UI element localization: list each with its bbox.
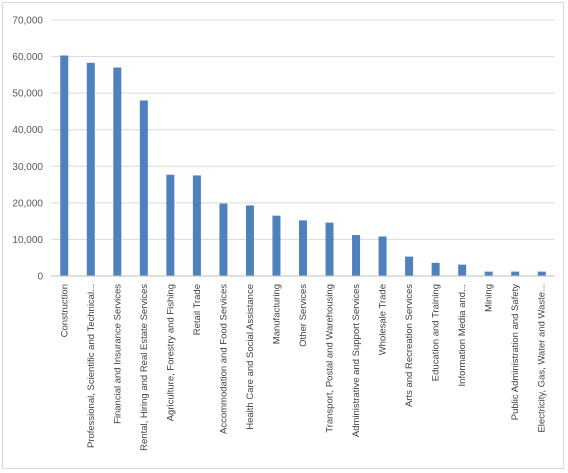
y-axis: 0 10,000 20,000 30,000 40,000 50,000 60,000 70,… <box>12 16 43 283</box>
y-tick-label: 60,000 <box>12 52 43 63</box>
bar <box>139 100 148 276</box>
x-tick-label: Transport, Postal and Warehousing <box>325 284 336 433</box>
y-tick-label: 30,000 <box>12 162 43 173</box>
x-tick-label: Manufacturing <box>271 284 282 344</box>
x-tick-label: Wholesale Trade <box>378 284 389 355</box>
x-tick-label: Financial and Insurance Services <box>112 284 123 424</box>
bar <box>378 236 387 276</box>
x-tick-label: Health Care and Social Assistance <box>245 284 256 430</box>
bar <box>458 264 467 276</box>
bar <box>272 215 281 276</box>
x-tick-label: Arts and Recreation Services <box>404 284 415 407</box>
x-axis: Construction Professional, Scientific and… <box>51 275 555 451</box>
bar <box>511 271 520 276</box>
bar <box>60 55 69 276</box>
x-tick-label: Mining <box>484 284 495 312</box>
bar <box>352 235 361 276</box>
bar <box>113 67 122 277</box>
x-tick-label: Accommodation and Food Services <box>218 284 229 434</box>
bar-chart: 0 10,000 20,000 30,000 40,000 50,000 60,000 70,… <box>12 16 555 451</box>
bar <box>299 220 307 276</box>
bars <box>60 55 546 277</box>
chart-frame: 0 10,000 20,000 30,000 40,000 50,000 60,000 70,… <box>2 2 564 469</box>
x-tick-label: Education and Training <box>431 284 442 381</box>
y-tick-label: 20,000 <box>12 198 43 209</box>
x-tick-label: Rental, Hiring and Real Estate Services <box>139 284 150 451</box>
x-tick-label: Electricity, Gas, Water and Waste... <box>537 284 548 433</box>
y-tick-label: 0 <box>37 272 43 283</box>
gridlines <box>51 19 555 240</box>
x-tick-label: Professional, Scientific and Technical..… <box>86 284 97 448</box>
bar <box>484 271 493 276</box>
bar <box>219 203 228 276</box>
x-tick-label: Public Administration and Safety <box>510 284 521 420</box>
y-tick-label: 10,000 <box>12 235 43 246</box>
bar <box>325 222 334 276</box>
bar <box>86 62 95 276</box>
bar <box>405 256 414 276</box>
bar <box>431 262 440 276</box>
x-tick-label: Information Media and... <box>457 284 468 386</box>
y-tick-label: 50,000 <box>12 89 43 100</box>
x-tick-label: Agriculture, Forestry and Fishing <box>165 284 176 421</box>
x-tick-label: Administrative and Support Services <box>351 284 362 437</box>
y-tick-label: 70,000 <box>12 16 43 27</box>
y-tick-label: 40,000 <box>12 125 43 136</box>
bar <box>166 174 175 276</box>
x-tick-label: Construction <box>59 284 70 337</box>
bar <box>537 271 546 276</box>
bar <box>192 175 201 276</box>
x-tick-label: Retail Trade <box>192 284 203 335</box>
bar <box>245 205 254 276</box>
x-tick-label: Other Services <box>298 284 309 347</box>
